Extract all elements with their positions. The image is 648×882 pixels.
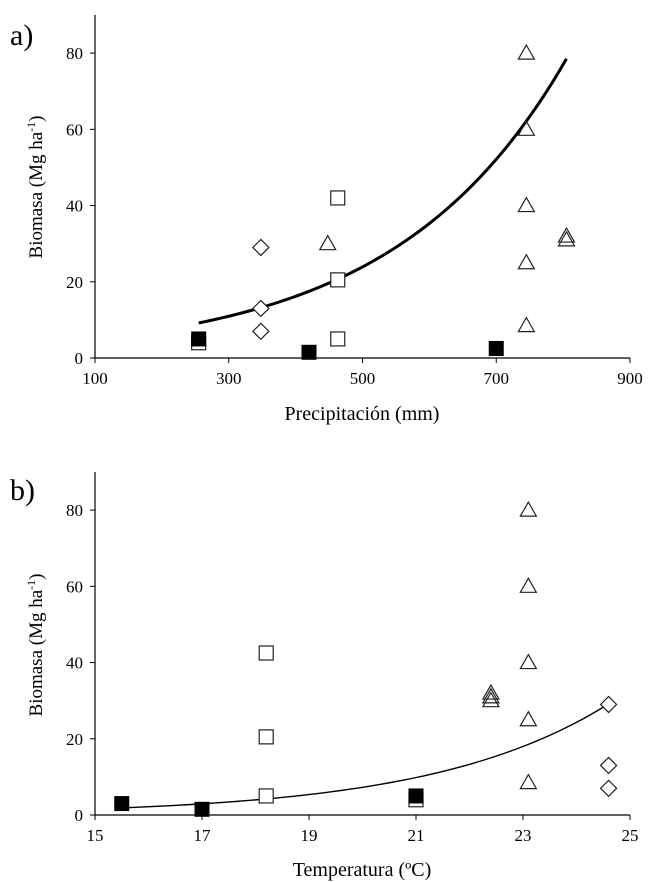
data-point-diamond	[252, 322, 270, 341]
data-point-triangle	[517, 253, 536, 270]
data-point-square-filled	[408, 788, 424, 804]
data-point-triangle	[519, 710, 538, 727]
data-point-square-filled	[191, 331, 207, 347]
trendline	[121, 703, 609, 809]
y-tick-label: 60	[66, 120, 83, 139]
panel-label-b: b)	[10, 474, 35, 507]
data-point-diamond	[599, 695, 618, 714]
data-point-triangle	[517, 316, 536, 333]
chart-panel-a: a) Biomasa (Mg ha-1) Precipitación (mm) …	[10, 15, 643, 425]
data-point-triangle	[517, 120, 536, 136]
x-axis-label-b: Temperatura (ºC)	[293, 859, 432, 881]
data-point-triangle	[557, 226, 576, 243]
y-tick-label: 80	[66, 501, 83, 520]
x-tick-label: 500	[350, 369, 376, 388]
data-point-triangle	[519, 577, 538, 593]
data-point-square-open	[330, 331, 346, 347]
y-tick-label: 60	[66, 577, 83, 596]
y-axis-label-a: Biomasa (Mg ha-1)	[24, 116, 47, 259]
data-point-triangle	[557, 230, 576, 247]
x-tick-label: 17	[194, 826, 212, 845]
y-tick-label: 80	[66, 44, 83, 63]
data-point-triangle	[481, 691, 500, 708]
trendline	[198, 58, 568, 325]
data-point-triangle	[519, 500, 538, 517]
data-point-square-open	[258, 788, 274, 804]
data-point-square-filled	[301, 344, 317, 360]
data-point-triangle	[318, 234, 337, 251]
data-point-square-filled	[488, 340, 504, 356]
y-tick-label: 20	[66, 730, 83, 749]
data-point-diamond	[599, 756, 618, 775]
x-tick-label: 100	[82, 369, 108, 388]
y-tick-label: 40	[66, 654, 83, 673]
x-tick-label: 700	[484, 369, 510, 388]
x-axis-label-a: Precipitación (mm)	[285, 403, 440, 425]
data-point-diamond	[252, 238, 270, 257]
data-point-triangle	[517, 43, 536, 60]
y-tick-label: 20	[66, 273, 83, 292]
data-point-triangle	[517, 196, 536, 213]
y-tick-label: 40	[66, 197, 83, 216]
data-point-square-filled	[114, 796, 130, 812]
y-axis-label-b: Biomasa (Mg ha-1)	[24, 574, 47, 717]
chart-panel-b: b) Biomasa (Mg ha-1) Temperatura (ºC) 0 2…	[10, 472, 639, 881]
data-point-square-filled	[194, 801, 210, 817]
x-tick-label: 25	[622, 826, 639, 845]
data-point-diamond	[252, 299, 270, 318]
x-tick-label: 300	[216, 369, 242, 388]
data-point-square-open	[330, 190, 346, 206]
data-point-triangle	[519, 653, 538, 670]
data-point-triangle	[481, 687, 500, 704]
data-point-square-open	[258, 729, 274, 745]
x-tick-label: 23	[515, 826, 532, 845]
data-point-square-open	[330, 272, 346, 288]
x-tick-label: 900	[617, 369, 643, 388]
y-tick-label: 0	[75, 806, 84, 825]
y-tick-label: 0	[75, 349, 84, 368]
data-point-diamond	[599, 779, 618, 798]
data-point-triangle	[519, 773, 538, 790]
data-point-triangle	[481, 683, 500, 700]
panel-label-a: a)	[10, 19, 33, 52]
data-point-square-open	[258, 645, 274, 661]
x-tick-label: 15	[87, 826, 104, 845]
x-tick-label: 19	[301, 826, 318, 845]
x-tick-label: 21	[408, 826, 425, 845]
